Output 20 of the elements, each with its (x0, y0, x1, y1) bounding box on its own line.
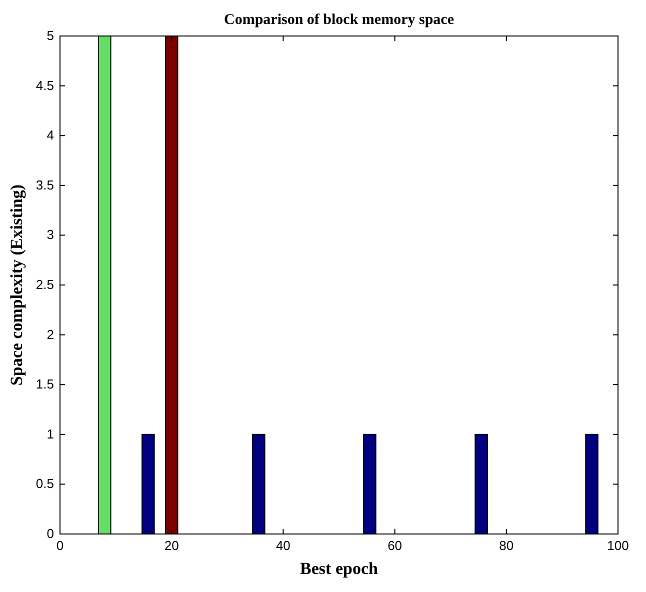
x-tick-label: 100 (607, 538, 629, 553)
x-tick-label: 60 (388, 538, 402, 553)
x-tick-label: 40 (276, 538, 290, 553)
y-tick-label: 0.5 (36, 476, 54, 492)
y-tick-label: 2.5 (36, 277, 54, 292)
x-tick-label: 80 (499, 538, 514, 553)
y-tick-label: 2 (46, 326, 54, 342)
x-axis-title: Best epoch (300, 559, 378, 578)
chart-title: Comparison of block memory space (224, 12, 454, 28)
y-axis-title: Space complexity (Existing) (7, 184, 26, 386)
y-tick-label: 0 (46, 526, 54, 541)
y-tick-label: 3.5 (36, 177, 54, 192)
y-tick-label: 4 (46, 128, 54, 143)
y-tick-label: 1.5 (36, 376, 54, 392)
y-tick-label: 3 (46, 227, 54, 242)
y-tick-label: 4.5 (36, 78, 54, 93)
x-tick-label: 20 (164, 538, 179, 553)
y-tick-label: 1 (46, 426, 54, 442)
y-tick-label: 5 (46, 28, 54, 43)
x-tick-label: 0 (56, 538, 64, 553)
